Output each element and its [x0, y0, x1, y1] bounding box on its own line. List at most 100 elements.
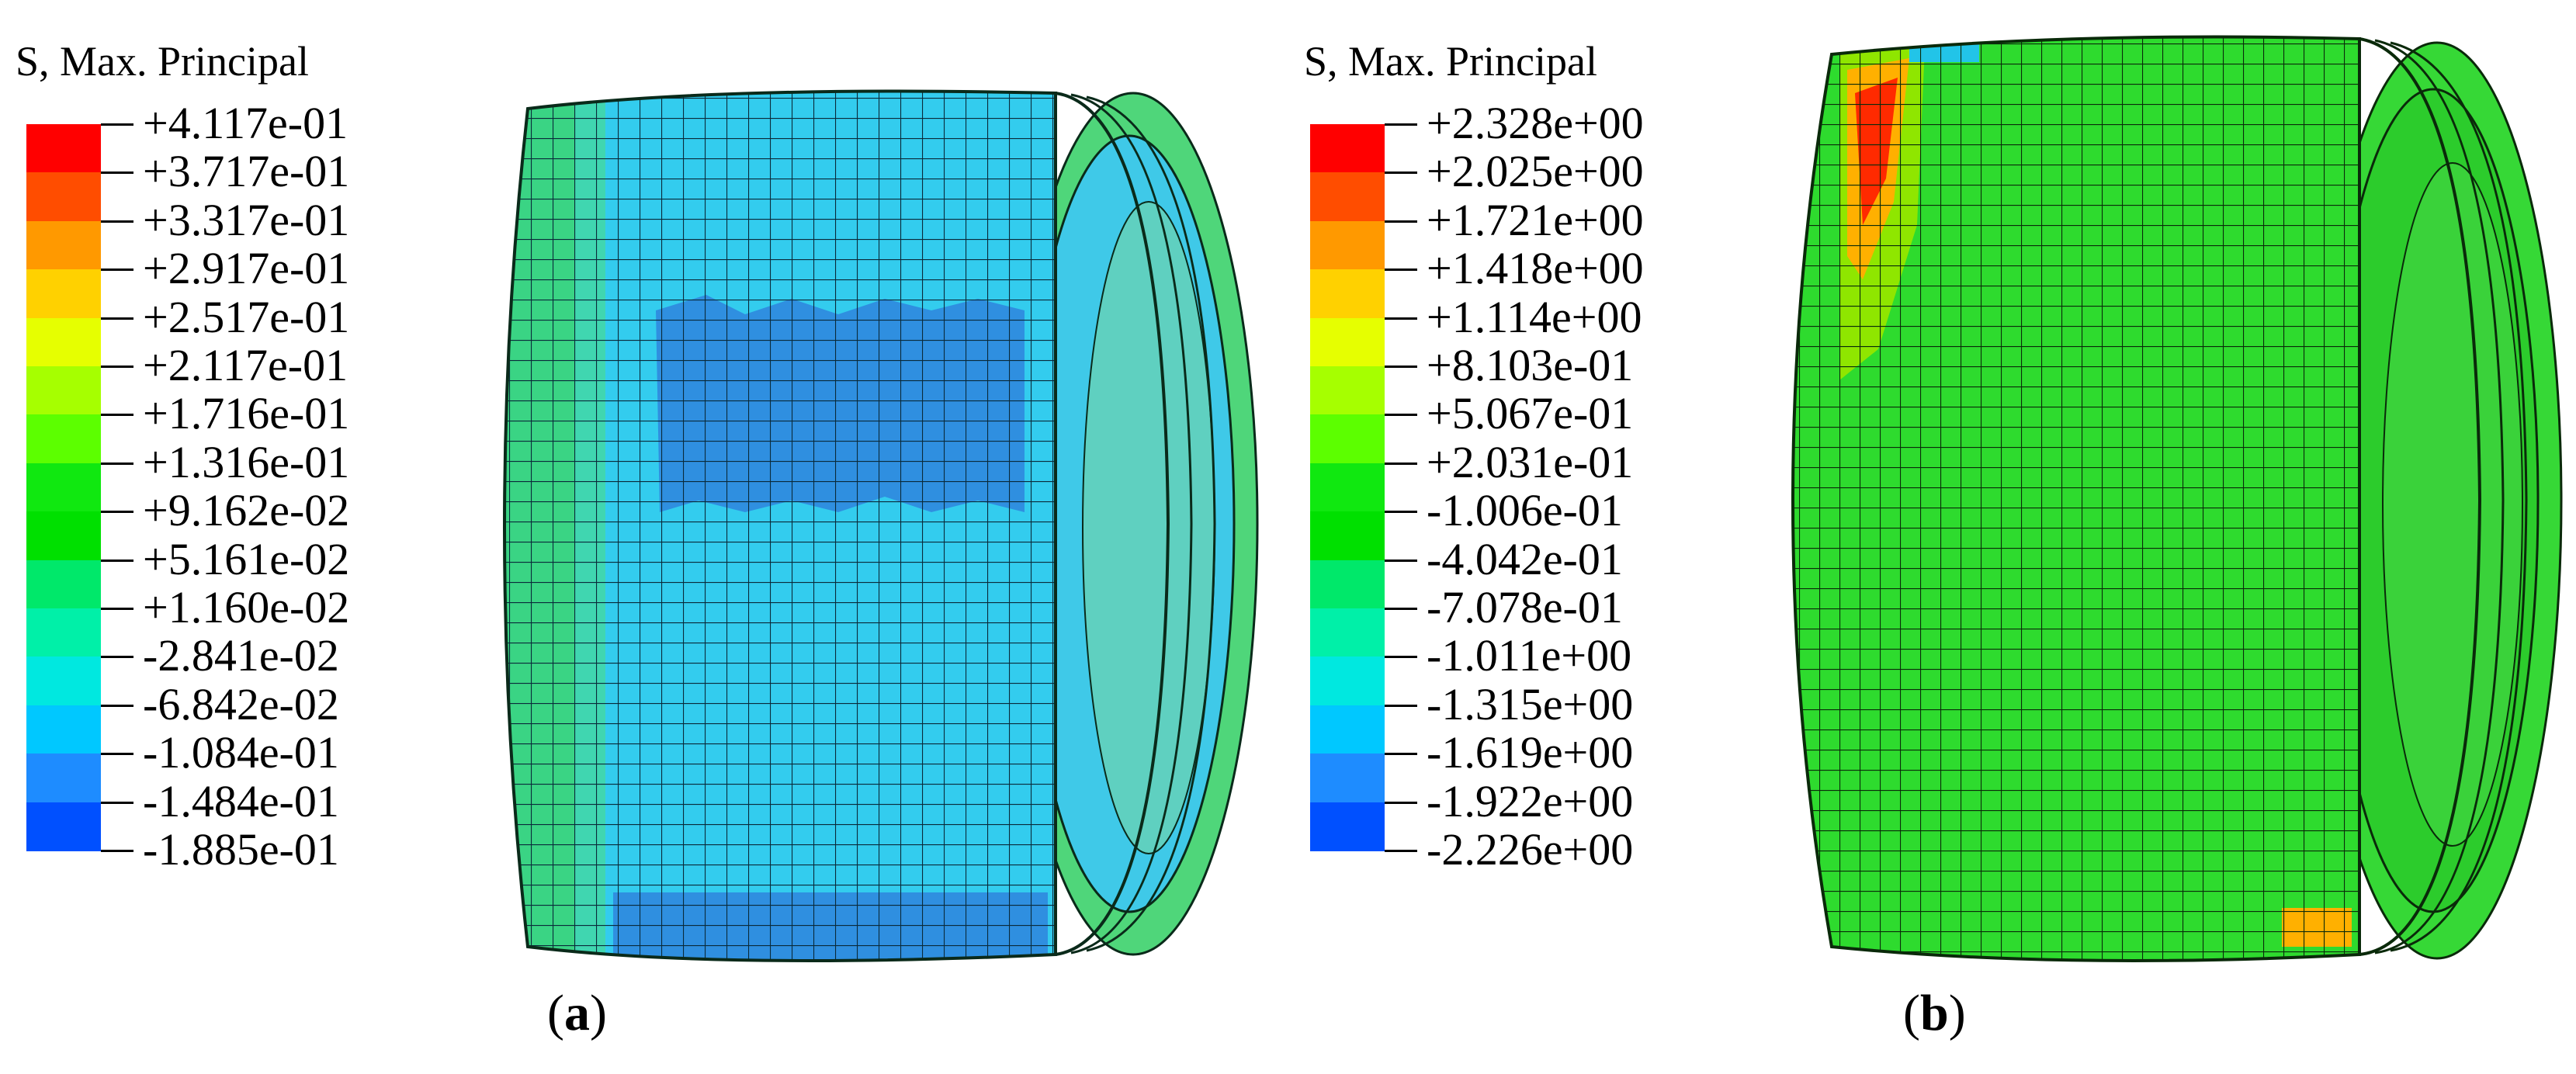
- legend-tick-label: -1.006e-01: [1427, 485, 1623, 536]
- panel-a: S, Max. Principal +4.117e-01 +3.717e-01 +3…: [0, 0, 1273, 1074]
- legend-swatch: [26, 754, 101, 803]
- legend-tick: [101, 414, 133, 417]
- legend-tick-label: -1.011e+00: [1427, 630, 1632, 681]
- legend-tick-label: +5.161e-02: [143, 533, 350, 584]
- legend-tick-label: +1.114e+00: [1427, 291, 1642, 342]
- legend-swatch: [1310, 705, 1385, 755]
- legend-tick: [1385, 559, 1417, 562]
- legend-swatch: [1310, 608, 1385, 658]
- legend-tick: [1385, 608, 1417, 610]
- legend-tick: [101, 268, 133, 272]
- legend-tick-label: +1.316e-01: [143, 436, 350, 487]
- legend-swatch: [26, 172, 101, 222]
- legend-tick: [1385, 366, 1417, 368]
- legend-swatch: [26, 124, 101, 174]
- legend-swatch: [26, 317, 101, 367]
- legend-tick-label: +1.721e+00: [1427, 194, 1644, 245]
- legend-tick: [101, 850, 133, 852]
- legend-tick: [1385, 171, 1417, 175]
- legend-tick-label: +8.103e-01: [1427, 340, 1634, 390]
- cylinder-contour-plot: [503, 89, 1259, 962]
- legend-swatch: [1310, 317, 1385, 367]
- legend-tick-label: -1.084e-01: [143, 727, 339, 778]
- caption-a: (a): [547, 985, 607, 1041]
- legend-tick: [1385, 220, 1417, 223]
- legend-swatch: [26, 366, 101, 416]
- legend-tick-label: +1.418e+00: [1427, 243, 1644, 294]
- legend-tick-label: +1.160e-02: [143, 582, 350, 632]
- legend-swatch: [1310, 414, 1385, 464]
- legend-tick: [1385, 753, 1417, 756]
- legend-swatch: [1310, 463, 1385, 513]
- legend-tick: [1385, 656, 1417, 659]
- legend-swatch: [26, 269, 101, 319]
- legend-tick: [101, 608, 133, 610]
- legend-swatch: [26, 560, 101, 609]
- legend-tick-label: -1.922e+00: [1427, 775, 1634, 826]
- legend-tick-label: -1.315e+00: [1427, 678, 1634, 729]
- legend-tick-label: +1.716e-01: [143, 388, 350, 439]
- caption-b: (b): [1903, 985, 1966, 1041]
- legend-tick-label: +4.117e-01: [143, 98, 348, 148]
- legend-tick-label: +2.117e-01: [143, 340, 348, 390]
- legend-tick-label: +5.067e-01: [1427, 388, 1634, 439]
- legend-tick: [101, 801, 133, 804]
- legend-tick: [101, 317, 133, 320]
- legend-tick: [101, 220, 133, 223]
- legend-tick-label: +2.025e+00: [1427, 146, 1644, 197]
- legend-tick: [101, 366, 133, 368]
- legend-tick: [1385, 850, 1417, 852]
- legend-swatch: [26, 657, 101, 706]
- legend-tick: [1385, 462, 1417, 465]
- legend-swatch: [1310, 366, 1385, 416]
- panel-b: S, Max. Principal +2.328e+00 +2.025e+00 +1…: [1273, 0, 2576, 1074]
- legend-swatch: [1310, 511, 1385, 561]
- legend-tick-label: +2.031e-01: [1427, 436, 1634, 487]
- color-legend: +2.328e+00 +2.025e+00 +1.721e+00 +1.418e+00…: [1310, 101, 1776, 885]
- legend-tick: [101, 753, 133, 756]
- legend-swatch: [1310, 754, 1385, 803]
- legend-tick: [1385, 123, 1417, 126]
- legend-swatch: [26, 705, 101, 755]
- legend-title: S, Max. Principal: [16, 38, 309, 85]
- legend-swatch: [1310, 269, 1385, 319]
- legend-tick-label: -1.484e-01: [143, 775, 339, 826]
- legend-tick-label: -7.078e-01: [1427, 582, 1623, 632]
- legend-tick-label: -2.226e+00: [1427, 824, 1634, 875]
- legend-swatch: [26, 802, 101, 851]
- legend-tick: [101, 171, 133, 175]
- legend-swatch: [26, 608, 101, 658]
- cylinder-contour-plot: [1791, 35, 2563, 962]
- legend-tick: [101, 704, 133, 707]
- legend-title: S, Max. Principal: [1304, 38, 1597, 85]
- legend-tick: [101, 656, 133, 659]
- legend-tick-label: -1.619e+00: [1427, 727, 1634, 778]
- legend-tick-label: +3.717e-01: [143, 146, 350, 197]
- legend-tick-label: +3.317e-01: [143, 194, 350, 245]
- legend-swatch: [1310, 220, 1385, 271]
- legend-tick-label: +2.917e-01: [143, 243, 350, 294]
- legend-tick-label: -4.042e-01: [1427, 533, 1623, 584]
- legend-tick: [1385, 268, 1417, 272]
- legend-tick: [1385, 801, 1417, 804]
- legend-swatch: [1310, 657, 1385, 706]
- legend-swatch: [26, 414, 101, 464]
- legend-tick-label: -1.885e-01: [143, 824, 339, 875]
- legend-swatch: [1310, 124, 1385, 174]
- legend-swatch: [26, 511, 101, 561]
- legend-swatch: [26, 463, 101, 513]
- legend-tick-label: -2.841e-02: [143, 630, 339, 681]
- legend-swatch: [1310, 560, 1385, 609]
- legend-tick: [1385, 414, 1417, 417]
- legend-tick: [101, 462, 133, 465]
- color-legend: +4.117e-01 +3.717e-01 +3.317e-01 +2.917e-01…: [26, 101, 492, 885]
- legend-tick: [101, 511, 133, 514]
- legend-tick-label: +2.517e-01: [143, 291, 350, 342]
- legend-tick: [1385, 317, 1417, 320]
- legend-tick: [101, 559, 133, 562]
- legend-swatch: [1310, 172, 1385, 222]
- legend-swatch: [26, 220, 101, 271]
- legend-tick-label: +9.162e-02: [143, 485, 350, 536]
- legend-tick: [1385, 704, 1417, 707]
- legend-tick-label: +2.328e+00: [1427, 98, 1644, 148]
